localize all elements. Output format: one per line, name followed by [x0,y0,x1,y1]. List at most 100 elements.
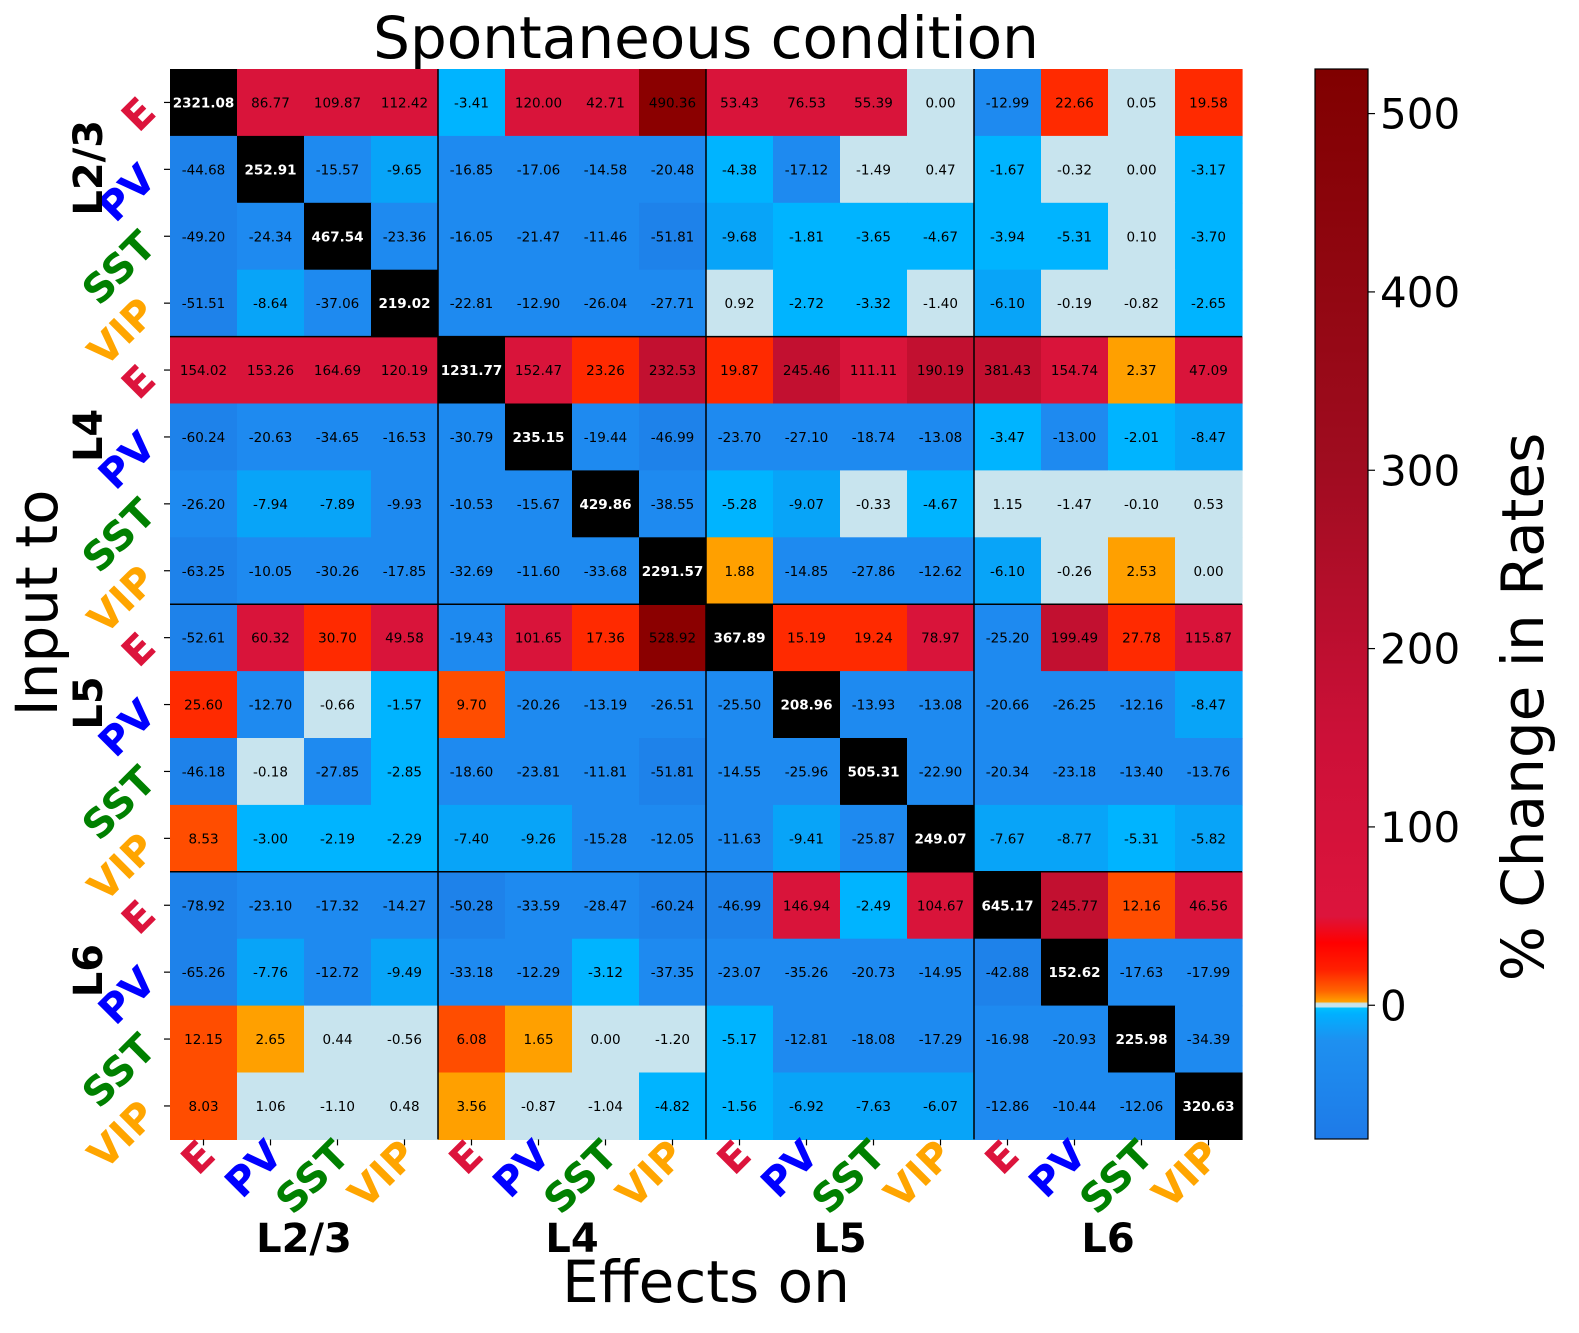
cell-value-label: -78.92 [182,898,226,914]
heatmap-cell [706,202,774,271]
y-tick-label: VIP [79,557,165,643]
cell-value-label: -20.26 [517,698,561,714]
heatmap-cell [907,1005,975,1074]
cell-value-label: 245.77 [1051,898,1098,914]
cell-value-label: -14.95 [919,965,963,981]
cell-value-label: -8.47 [1191,698,1226,714]
heatmap-cell [907,470,975,538]
cell-value-label: -51.81 [651,229,695,245]
cell-value-label: -51.51 [182,296,226,312]
heatmap-cell [371,938,439,1007]
heatmap-cell [639,938,707,1007]
cell-value-label: -3.70 [1191,229,1226,245]
cell-value-label: 528.92 [649,631,696,647]
cell-value-label: 252.91 [244,162,296,178]
heatmap-cell [304,671,372,739]
cell-value-label: -25.96 [785,764,829,780]
cell-value-label: -22.81 [450,296,494,312]
heatmap-cell [1108,403,1176,471]
heatmap-cell [840,336,908,405]
heatmap-cell [706,1005,774,1074]
heatmap-cell [170,738,238,806]
heatmap-cell [639,804,707,873]
cell-value-label: -18.74 [852,430,896,446]
cell-value-label: -2.29 [387,831,422,847]
heatmap-cell [974,336,1042,405]
heatmap-cell [1175,135,1243,204]
cell-value-label: -4.67 [923,229,958,245]
cell-value-label: -13.40 [1120,764,1164,780]
cell-value-label: -0.32 [1057,162,1092,178]
cell-value-label: 9.70 [456,698,486,714]
x-layer-label: L2/3 [256,1216,352,1262]
heatmap-cell [237,804,305,873]
heatmap-cell [1108,135,1176,204]
cell-value-label: 249.07 [914,831,966,847]
heatmap-cell [840,1072,908,1140]
heatmap-cell [907,336,975,405]
cell-value-label: 320.63 [1182,1099,1234,1115]
cell-value-label: -30.79 [450,430,494,446]
heatmap-cell [706,269,774,338]
y-tick-label: VIP [79,1092,165,1178]
heatmap-cell [438,537,506,605]
cell-value-label: -7.40 [454,831,489,847]
y-tick-label: E [113,89,165,141]
cell-value-label: -25.20 [986,631,1030,647]
cell-value-label: -12.70 [249,698,293,714]
heatmap-cell [706,604,774,672]
heatmap-cell [170,470,238,538]
heatmap-cell [572,938,640,1007]
heatmap-cell [1175,604,1243,672]
cell-value-label: 104.67 [917,898,964,914]
heatmap-cell [1108,604,1176,672]
cell-value-label: 235.15 [512,430,564,446]
cell-value-label: -1.10 [320,1099,355,1115]
heatmap-cell [170,537,238,605]
heatmap-cell [304,69,372,137]
cell-value-label: -17.12 [785,162,829,178]
heatmap-cell [907,804,975,873]
cell-value-label: -1.47 [1057,497,1092,513]
heatmap-cell [773,403,841,471]
heatmap-cell [170,1005,238,1074]
y-tick-label: VIP [79,825,165,911]
heatmap-cell [505,938,573,1007]
heatmap-cell [572,537,640,605]
heatmap-cell [170,604,238,672]
cell-value-label: -2.49 [856,898,891,914]
cell-value-label: -9.93 [387,497,422,513]
heatmap-cell [170,135,238,204]
heatmap-cell [1041,871,1109,940]
cell-value-label: -20.66 [986,698,1030,714]
cell-value-label: -12.05 [651,831,695,847]
cell-value-label: 208.96 [780,698,832,714]
heatmap-cell [170,938,238,1007]
cell-value-label: 42.71 [586,95,625,111]
cell-value-label: 467.54 [311,229,363,245]
heatmap-cell [639,470,707,538]
cell-value-label: -20.48 [651,162,695,178]
heatmap-cell [304,135,372,204]
cell-value-label: 1231.77 [441,363,503,379]
heatmap-cell [1108,738,1176,806]
heatmap-cell [1108,804,1176,873]
x-tick-label: SST [535,1131,627,1223]
cell-value-label: -1.67 [990,162,1025,178]
colorbar-label: % Change in Rates [1489,433,1557,982]
heatmap-cell [907,604,975,672]
cell-value-label: -49.20 [182,229,226,245]
heatmap-cell [840,269,908,338]
cell-value-label: -26.20 [182,497,226,513]
cell-value-label: 0.00 [1126,162,1156,178]
heatmap-cell [1175,403,1243,471]
cell-value-label: -5.31 [1057,229,1092,245]
cell-value-label: -5.31 [1124,831,1159,847]
cell-value-label: -7.94 [253,497,288,513]
heatmap-cell [1108,537,1176,605]
heatmap-cell [237,470,305,538]
cell-value-label: 19.58 [1189,95,1228,111]
cell-value-label: -12.16 [1120,698,1164,714]
cell-value-label: -16.98 [986,1032,1030,1048]
